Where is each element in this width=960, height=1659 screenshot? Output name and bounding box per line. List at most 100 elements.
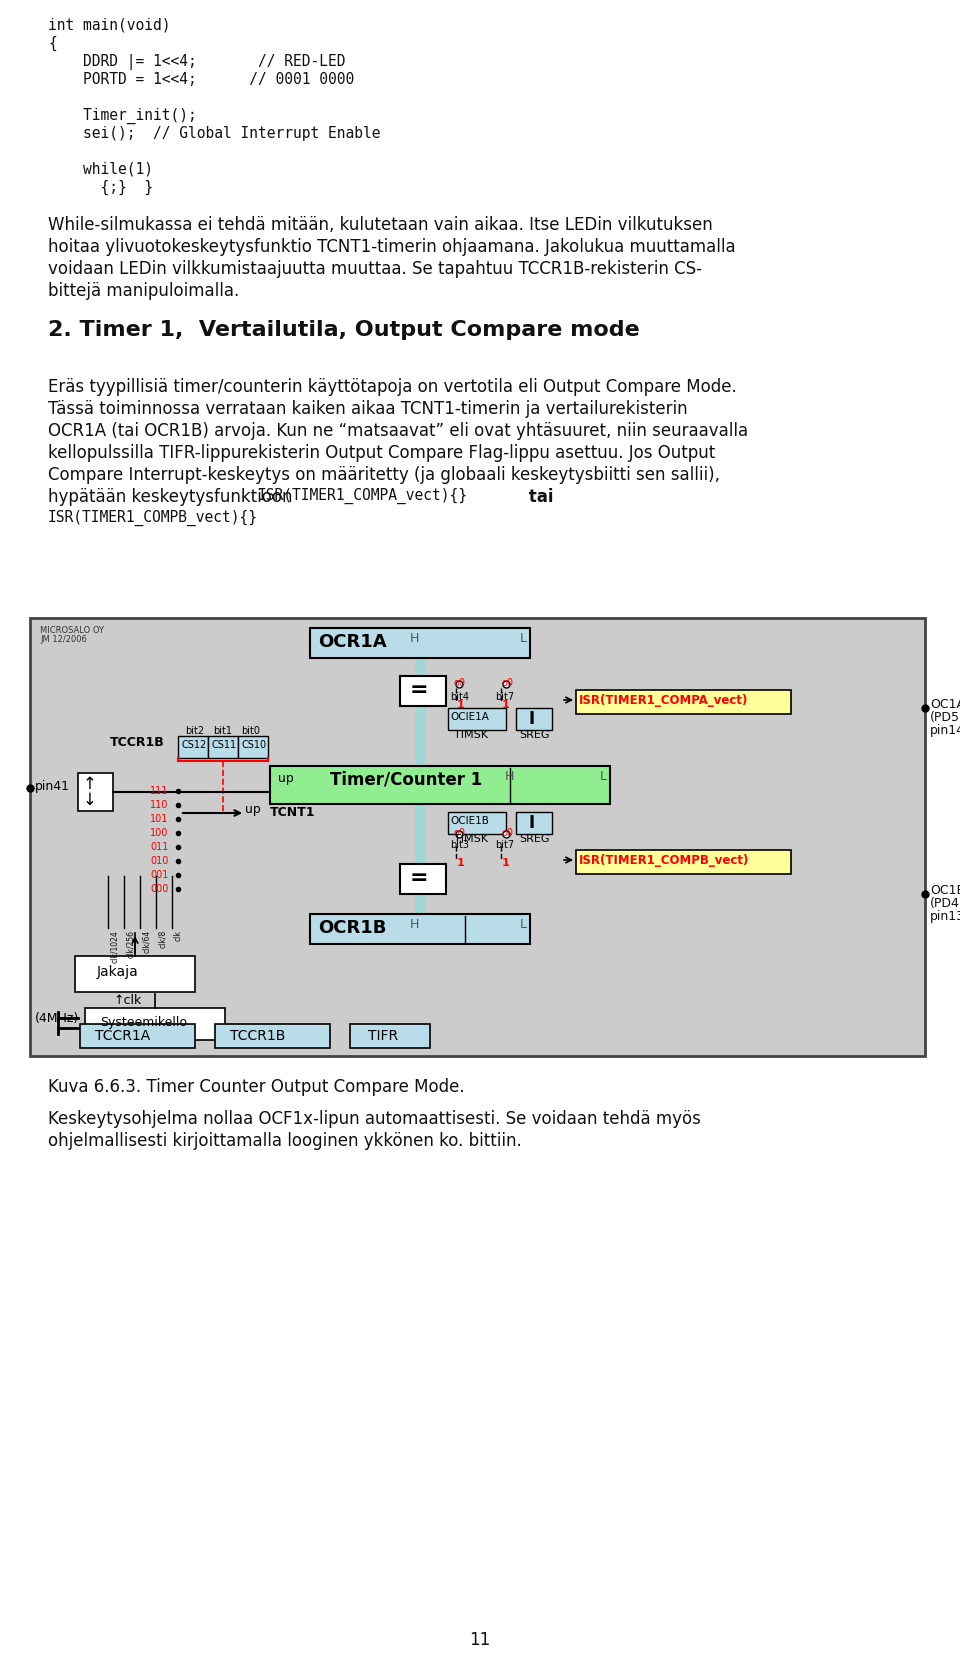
Text: PORTD = 1<<4;      // 0001 0000: PORTD = 1<<4; // 0001 0000 xyxy=(48,71,354,86)
Text: Jakaja: Jakaja xyxy=(97,966,139,979)
Text: 010: 010 xyxy=(150,856,168,866)
Text: OC1B: OC1B xyxy=(930,884,960,898)
Text: 111: 111 xyxy=(150,786,168,796)
Bar xyxy=(516,811,552,834)
Text: TCCR1B: TCCR1B xyxy=(110,737,165,748)
Text: int main(void): int main(void) xyxy=(48,18,171,33)
Text: ISR(TIMER1_COMPB_vect): ISR(TIMER1_COMPB_vect) xyxy=(579,854,750,868)
Text: hoitaa ylivuotokeskeytysfunktio TCNT1-timerin ohjaamana. Jakolukua muuttamalla: hoitaa ylivuotokeskeytysfunktio TCNT1-ti… xyxy=(48,237,735,255)
Text: {: { xyxy=(48,36,57,51)
Text: o0: o0 xyxy=(501,679,513,688)
Bar xyxy=(215,1024,330,1048)
Text: 011: 011 xyxy=(150,843,168,853)
Text: TIMSK: TIMSK xyxy=(454,834,488,844)
Text: SREG: SREG xyxy=(519,834,549,844)
Text: ISR(TIMER1_COMPA_vect): ISR(TIMER1_COMPA_vect) xyxy=(579,693,749,707)
Text: CS10: CS10 xyxy=(241,740,266,750)
Text: H: H xyxy=(410,917,420,931)
Text: L: L xyxy=(520,632,527,645)
Text: While-silmukassa ei tehdä mitään, kulutetaan vain aikaa. Itse LEDin vilkutuksen: While-silmukassa ei tehdä mitään, kulute… xyxy=(48,216,712,234)
Text: DDRD |= 1<<4;       // RED-LED: DDRD |= 1<<4; // RED-LED xyxy=(48,55,346,70)
Text: OCIE1A: OCIE1A xyxy=(450,712,489,722)
Text: bit7: bit7 xyxy=(495,839,515,849)
Text: OCR1A: OCR1A xyxy=(318,634,387,650)
Text: bittejä manipuloimalla.: bittejä manipuloimalla. xyxy=(48,282,239,300)
Bar xyxy=(516,708,552,730)
Bar xyxy=(400,864,446,894)
Text: MICROSALO OY: MICROSALO OY xyxy=(40,625,104,635)
Text: Timer_init();: Timer_init(); xyxy=(48,108,197,124)
Text: ISR(TIMER1_COMPA_vect){}: ISR(TIMER1_COMPA_vect){} xyxy=(258,488,468,504)
Bar xyxy=(75,956,195,992)
Text: I: I xyxy=(528,710,534,728)
Text: 101: 101 xyxy=(150,815,168,825)
Text: CS11: CS11 xyxy=(211,740,236,750)
Text: o0: o0 xyxy=(501,828,513,838)
Text: Eräs tyypillisiä timer/counterin käyttötapoja on vertotila eli Output Compare Mo: Eräs tyypillisiä timer/counterin käyttöt… xyxy=(48,378,736,397)
Text: OCIE1B: OCIE1B xyxy=(450,816,489,826)
Text: Systeemikello: Systeemikello xyxy=(100,1015,187,1029)
Text: 1: 1 xyxy=(457,858,465,868)
Text: 110: 110 xyxy=(150,800,168,810)
Text: 11: 11 xyxy=(469,1631,491,1649)
Text: hypätään keskeytysfunktioon: hypätään keskeytysfunktioon xyxy=(48,488,298,506)
Text: clk/1024: clk/1024 xyxy=(110,931,119,962)
Text: OCR1B: OCR1B xyxy=(318,919,386,937)
Text: (PD4): (PD4) xyxy=(930,898,960,911)
Text: clk/8: clk/8 xyxy=(158,931,167,949)
Text: =: = xyxy=(410,680,428,700)
Text: clk/64: clk/64 xyxy=(142,931,151,954)
Text: TCNT1: TCNT1 xyxy=(270,806,316,820)
Text: 1: 1 xyxy=(502,858,510,868)
Text: tai: tai xyxy=(523,488,554,506)
Bar xyxy=(310,629,530,659)
Bar xyxy=(30,619,925,1057)
Text: up: up xyxy=(245,803,261,816)
Text: while(1): while(1) xyxy=(48,163,153,178)
Text: bit1: bit1 xyxy=(213,727,232,737)
Text: ↓: ↓ xyxy=(83,791,97,810)
Bar xyxy=(80,1024,195,1048)
Text: sei();  // Global Interrupt Enable: sei(); // Global Interrupt Enable xyxy=(48,126,380,141)
Text: kellopulssilla TIFR-lippurekisterin Output Compare Flag-lippu asettuu. Jos Outpu: kellopulssilla TIFR-lippurekisterin Outp… xyxy=(48,445,715,461)
Text: bit3: bit3 xyxy=(450,839,469,849)
Text: JM 12/2006: JM 12/2006 xyxy=(40,635,86,644)
Bar xyxy=(400,675,446,707)
Text: ohjelmallisesti kirjoittamalla looginen ykkönen ko. bittiin.: ohjelmallisesti kirjoittamalla looginen … xyxy=(48,1131,521,1150)
Text: o0: o0 xyxy=(454,679,466,688)
Text: 000: 000 xyxy=(150,884,168,894)
Text: Kuva 6.6.3. Timer Counter Output Compare Mode.: Kuva 6.6.3. Timer Counter Output Compare… xyxy=(48,1078,465,1097)
Text: (PD5): (PD5) xyxy=(930,712,960,723)
Text: voidaan LEDin vilkkumistaajuutta muuttaa. Se tapahtuu TCCR1B-rekisterin CS-: voidaan LEDin vilkkumistaajuutta muuttaa… xyxy=(48,260,702,279)
Text: clk/256: clk/256 xyxy=(126,931,135,957)
Bar xyxy=(270,766,610,805)
Text: L: L xyxy=(520,917,527,931)
Text: up: up xyxy=(278,771,294,785)
Text: clk: clk xyxy=(174,931,183,941)
Text: TIMSK: TIMSK xyxy=(454,730,488,740)
Text: I: I xyxy=(528,815,534,833)
Text: (4MHz): (4MHz) xyxy=(35,1012,80,1025)
Text: L: L xyxy=(600,770,607,783)
Text: pin14: pin14 xyxy=(930,723,960,737)
Text: OC1A: OC1A xyxy=(930,698,960,712)
Text: H: H xyxy=(410,632,420,645)
Text: SREG: SREG xyxy=(519,730,549,740)
Text: bit4: bit4 xyxy=(450,692,469,702)
Bar xyxy=(208,737,238,758)
Text: bit0: bit0 xyxy=(241,727,260,737)
Text: bit7: bit7 xyxy=(495,692,515,702)
Bar xyxy=(448,708,506,730)
Text: 1: 1 xyxy=(502,700,510,710)
Bar xyxy=(448,811,506,834)
Text: 001: 001 xyxy=(150,869,168,879)
Bar xyxy=(576,690,791,713)
Bar xyxy=(238,737,268,758)
Text: H: H xyxy=(505,770,515,783)
Text: 100: 100 xyxy=(150,828,168,838)
Text: o0: o0 xyxy=(454,828,466,838)
Text: TCCR1A: TCCR1A xyxy=(95,1029,151,1044)
Text: ↑: ↑ xyxy=(83,775,97,793)
Bar xyxy=(350,1024,430,1048)
Bar xyxy=(576,849,791,874)
